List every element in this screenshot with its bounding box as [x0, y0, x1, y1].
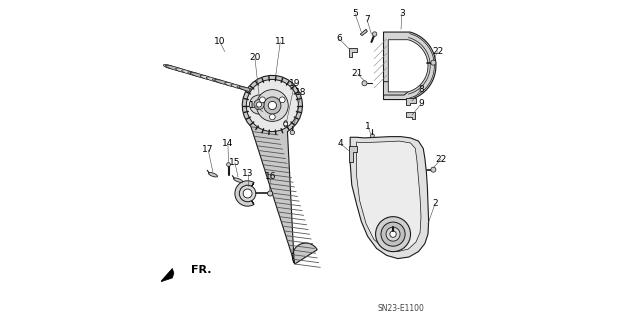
Text: 11: 11 — [275, 38, 286, 47]
Circle shape — [243, 189, 252, 198]
Text: 7: 7 — [364, 15, 370, 24]
Text: FR.: FR. — [191, 265, 212, 275]
Circle shape — [257, 90, 288, 122]
Text: 20: 20 — [249, 53, 260, 62]
Circle shape — [280, 97, 285, 103]
Text: 3: 3 — [399, 9, 405, 18]
Text: 14: 14 — [222, 139, 234, 148]
Circle shape — [390, 231, 396, 237]
Circle shape — [381, 222, 405, 246]
Circle shape — [264, 97, 281, 114]
Text: 4: 4 — [338, 139, 344, 148]
Circle shape — [372, 32, 377, 36]
Polygon shape — [350, 137, 429, 259]
Ellipse shape — [200, 75, 212, 80]
Text: 6: 6 — [336, 34, 342, 43]
Polygon shape — [360, 29, 367, 36]
Text: 1: 1 — [365, 122, 371, 131]
Ellipse shape — [250, 89, 261, 94]
Ellipse shape — [163, 64, 175, 69]
Ellipse shape — [239, 87, 259, 93]
Text: 16: 16 — [265, 173, 276, 182]
Polygon shape — [406, 113, 415, 119]
Ellipse shape — [206, 77, 218, 81]
Text: 15: 15 — [229, 158, 241, 167]
Text: 19: 19 — [289, 79, 300, 88]
Text: 18: 18 — [295, 88, 307, 97]
Circle shape — [268, 101, 276, 110]
Text: 12: 12 — [249, 101, 260, 110]
Circle shape — [250, 95, 269, 114]
Ellipse shape — [209, 173, 218, 177]
Text: 5: 5 — [352, 9, 358, 18]
Ellipse shape — [188, 71, 200, 76]
Circle shape — [260, 97, 266, 103]
Circle shape — [431, 60, 436, 65]
Text: 22: 22 — [435, 155, 446, 164]
Circle shape — [257, 102, 262, 107]
Circle shape — [254, 100, 264, 110]
Circle shape — [269, 114, 275, 120]
Text: 10: 10 — [214, 38, 226, 47]
Text: 2: 2 — [432, 199, 438, 208]
Circle shape — [284, 122, 287, 126]
Circle shape — [431, 167, 436, 172]
Ellipse shape — [237, 86, 248, 90]
Polygon shape — [349, 146, 357, 162]
Polygon shape — [406, 98, 416, 105]
Ellipse shape — [182, 70, 193, 74]
Polygon shape — [161, 269, 174, 282]
Polygon shape — [349, 48, 358, 57]
Circle shape — [371, 134, 374, 137]
Circle shape — [376, 217, 410, 252]
Text: 9: 9 — [418, 100, 424, 108]
Text: 21: 21 — [352, 69, 363, 78]
Ellipse shape — [255, 91, 267, 96]
Polygon shape — [242, 75, 317, 264]
Circle shape — [268, 191, 273, 196]
Ellipse shape — [212, 79, 224, 83]
Text: SN23-E1100: SN23-E1100 — [378, 304, 424, 313]
Circle shape — [246, 79, 298, 131]
Circle shape — [239, 185, 256, 202]
Polygon shape — [356, 141, 421, 252]
Polygon shape — [388, 40, 428, 92]
Ellipse shape — [284, 121, 287, 127]
Circle shape — [362, 81, 367, 86]
Text: 13: 13 — [242, 169, 253, 178]
Polygon shape — [383, 32, 436, 100]
Ellipse shape — [165, 65, 185, 72]
Circle shape — [386, 227, 400, 241]
Text: 17: 17 — [202, 145, 214, 154]
Ellipse shape — [225, 82, 236, 87]
Ellipse shape — [214, 79, 234, 86]
Polygon shape — [383, 82, 410, 95]
Ellipse shape — [231, 84, 243, 89]
Ellipse shape — [234, 178, 243, 182]
Ellipse shape — [190, 72, 210, 79]
Ellipse shape — [175, 68, 188, 72]
Circle shape — [227, 163, 230, 167]
Text: 22: 22 — [432, 47, 443, 56]
Text: 8: 8 — [418, 85, 424, 94]
Polygon shape — [235, 181, 254, 206]
Circle shape — [290, 130, 294, 135]
